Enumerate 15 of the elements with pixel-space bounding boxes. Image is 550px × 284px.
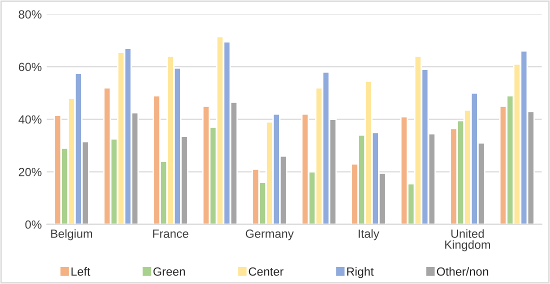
legend-label: Left xyxy=(72,267,90,276)
x-tick-label: Germany xyxy=(246,230,294,240)
x-tick-label: Italy xyxy=(358,229,380,240)
legend-label: Right xyxy=(347,267,374,278)
y-tick-label: 0% xyxy=(25,220,42,229)
legend-label: Green xyxy=(153,267,185,276)
y-tick-label: 80% xyxy=(18,10,42,19)
x-tick-label: Belgium xyxy=(51,229,92,240)
y-tick-label: 20% xyxy=(18,168,42,176)
x-tick-label: France xyxy=(153,230,188,238)
y-tick-label: 40% xyxy=(18,115,42,124)
legend-label: Other/non xyxy=(436,267,488,276)
x-tick-label: United Kingdom xyxy=(445,229,490,252)
y-tick-label: 60% xyxy=(18,62,42,72)
legend-label: Center xyxy=(248,267,284,276)
